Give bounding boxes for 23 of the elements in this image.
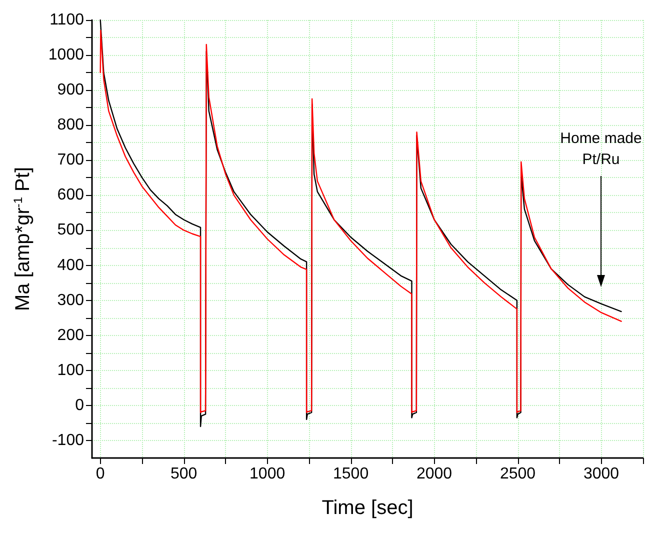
- y-tick-label: 100: [57, 362, 84, 379]
- y-tick-label: 1000: [48, 46, 84, 64]
- x-axis-title: Time [sec]: [322, 497, 414, 519]
- x-tick-label: 3000: [583, 466, 620, 482]
- x-tick-label: 2500: [500, 466, 536, 482]
- x-tick-label: 1500: [333, 466, 369, 482]
- y-tick-label: 500: [57, 222, 84, 239]
- y-tick-label: 300: [57, 292, 84, 309]
- y-tick-label: 1100: [50, 12, 84, 28]
- y-tick-label: 600: [57, 186, 84, 204]
- x-tick-label: 1000: [250, 466, 286, 482]
- y-tick-label: 200: [57, 326, 84, 344]
- y-tick-label: 0: [75, 396, 84, 414]
- y-tick-label: 400: [57, 256, 84, 274]
- y-tick-label: -100: [52, 432, 84, 449]
- y-tick-label: 900: [57, 82, 84, 99]
- x-tick-label: 2000: [416, 466, 452, 482]
- y-axis-title: Ma [amp*gr-1 Pt]: [11, 166, 34, 312]
- x-tick-label: 0: [96, 466, 105, 482]
- annotation: Home made Pt/Ru: [560, 130, 642, 168]
- y-tick-label: 700: [57, 152, 84, 169]
- y-tick-label: 800: [57, 116, 84, 134]
- x-tick-label: 500: [170, 466, 198, 482]
